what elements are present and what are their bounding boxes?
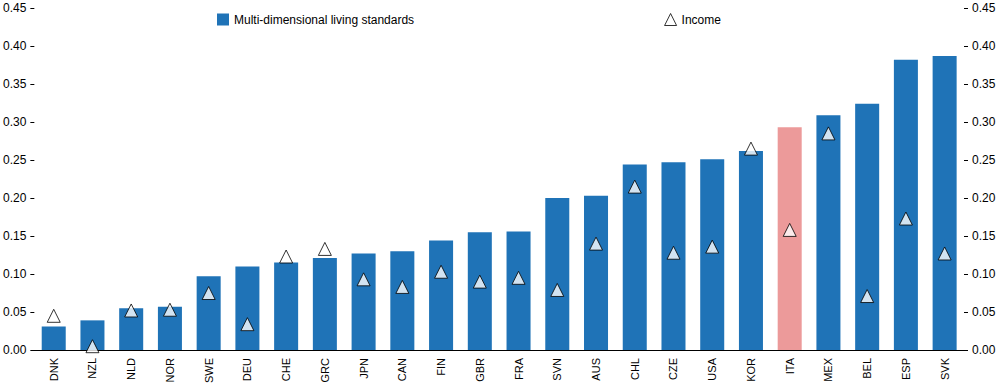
svg-text:ESP: ESP <box>900 358 912 380</box>
svg-text:NLD: NLD <box>125 358 137 380</box>
svg-text:AUS: AUS <box>590 358 602 381</box>
svg-text:JPN: JPN <box>358 358 370 379</box>
svg-text:0.35: 0.35 <box>3 77 27 91</box>
svg-text:0.40: 0.40 <box>972 39 996 53</box>
svg-text:USA: USA <box>706 357 718 380</box>
svg-text:0.00: 0.00 <box>972 343 996 357</box>
svg-text:DEU: DEU <box>241 358 253 381</box>
svg-text:MEX: MEX <box>822 357 834 382</box>
svg-text:0.40: 0.40 <box>3 39 27 53</box>
svg-text:FRA: FRA <box>513 357 525 380</box>
svg-text:NZL: NZL <box>86 358 98 379</box>
svg-text:0.10: 0.10 <box>972 267 996 281</box>
svg-text:0.45: 0.45 <box>972 1 996 15</box>
svg-text:GBR: GBR <box>474 358 486 382</box>
svg-text:GRC: GRC <box>319 358 331 383</box>
svg-text:0.30: 0.30 <box>3 115 27 129</box>
svg-text:CHE: CHE <box>280 358 292 381</box>
svg-text:BEL: BEL <box>861 358 873 379</box>
svg-text:0.00: 0.00 <box>3 343 27 357</box>
svg-text:0.20: 0.20 <box>972 191 996 205</box>
svg-text:0.25: 0.25 <box>3 153 27 167</box>
svg-text:Multi-dimensional living stand: Multi-dimensional living standards <box>234 13 414 27</box>
svg-text:0.10: 0.10 <box>3 267 27 281</box>
svg-text:KOR: KOR <box>745 358 757 382</box>
svg-text:0.05: 0.05 <box>3 305 27 319</box>
svg-text:0.20: 0.20 <box>3 191 27 205</box>
svg-text:CZE: CZE <box>667 358 679 380</box>
svg-text:0.15: 0.15 <box>972 229 996 243</box>
svg-text:Income: Income <box>682 13 722 27</box>
svg-text:ITA: ITA <box>784 357 796 374</box>
svg-text:SVK: SVK <box>939 357 951 380</box>
svg-text:SVN: SVN <box>551 358 563 381</box>
svg-text:CHL: CHL <box>629 358 641 380</box>
svg-text:0.15: 0.15 <box>3 229 27 243</box>
svg-text:0.25: 0.25 <box>972 153 996 167</box>
svg-text:DNK: DNK <box>48 357 60 381</box>
svg-text:NOR: NOR <box>164 358 176 383</box>
svg-text:SWE: SWE <box>203 358 215 383</box>
svg-text:0.05: 0.05 <box>972 305 996 319</box>
svg-text:0.30: 0.30 <box>972 115 996 129</box>
svg-text:FIN: FIN <box>435 358 447 376</box>
svg-text:CAN: CAN <box>396 358 408 381</box>
svg-text:0.35: 0.35 <box>972 77 996 91</box>
svg-text:0.45: 0.45 <box>3 1 27 15</box>
